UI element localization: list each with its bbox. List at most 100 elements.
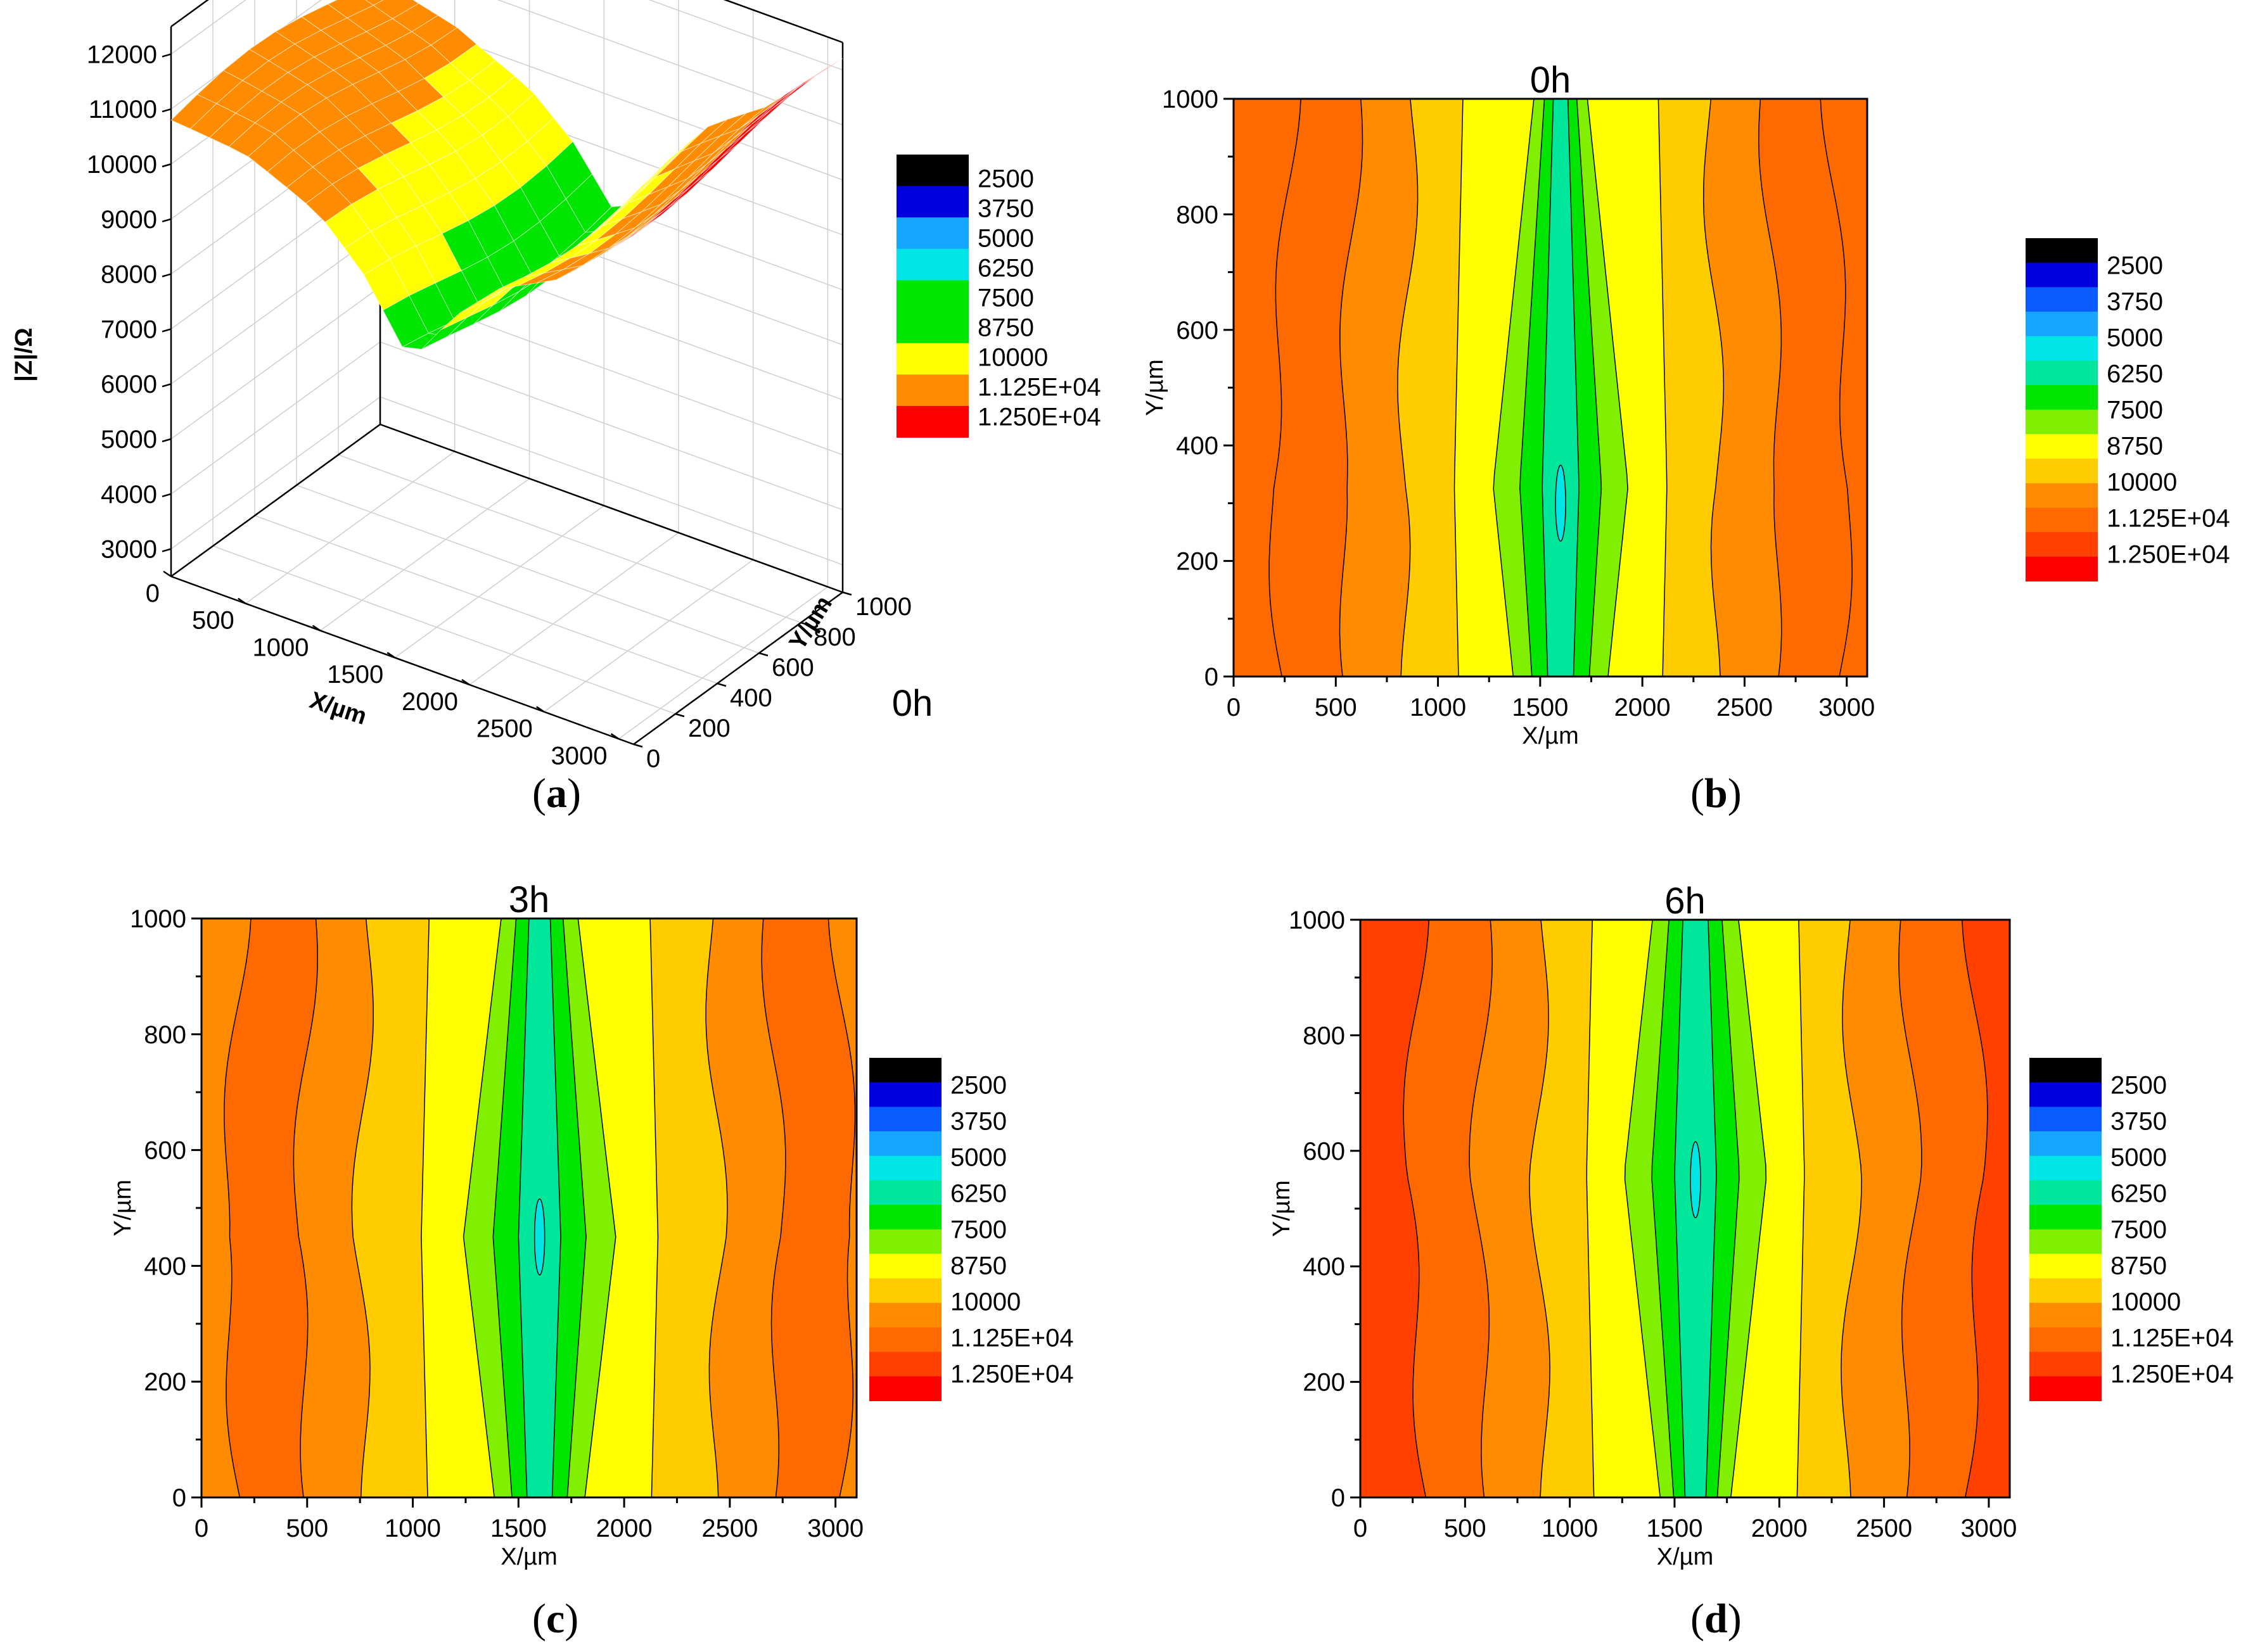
y-tick-label: 400 xyxy=(1176,432,1218,460)
legend-label: 7500 xyxy=(950,1216,1007,1244)
legend-swatch xyxy=(869,1180,942,1205)
panel-b: 0 500 1000 1500 2000 2500 3000 0 200 400 600 800 100… xyxy=(1121,0,2241,823)
legend-swatch xyxy=(869,1254,942,1279)
legend-label: 1.125E+04 xyxy=(2107,505,2230,533)
legend-swatch xyxy=(869,1107,942,1132)
legend-label: 8750 xyxy=(2107,433,2163,461)
legend-swatch xyxy=(2026,434,2098,459)
legend-label: 5000 xyxy=(2110,1144,2167,1172)
legend-swatch xyxy=(2026,483,2098,508)
legend-label: 10000 xyxy=(2110,1288,2181,1316)
floor-grid-line xyxy=(618,586,828,740)
legend-label: 5000 xyxy=(2107,324,2163,352)
legend-swatch xyxy=(2029,1107,2102,1132)
y-tick-label: 0 xyxy=(1331,1484,1345,1512)
x-axis-label: X/µm xyxy=(1657,1544,1713,1570)
y-tick-label: 1000 xyxy=(1289,906,1345,934)
x-tick-label: 0 xyxy=(195,1515,208,1542)
y-tick-label: 800 xyxy=(1176,201,1218,229)
x-tick-label: 3000 xyxy=(1960,1515,2017,1542)
z-tick-mark xyxy=(162,218,172,223)
floor-grid-line xyxy=(394,505,604,658)
x-tick-label: 500 xyxy=(1444,1515,1486,1542)
plot-title: 0h xyxy=(1530,60,1571,101)
legend-swatch xyxy=(897,155,969,187)
y-tick-mark xyxy=(717,682,727,687)
contour-minimum xyxy=(533,1198,546,1276)
y-tick-label: 800 xyxy=(814,623,856,651)
x-tick-label: 500 xyxy=(192,607,234,635)
legend-label: 1.125E+04 xyxy=(950,1325,1074,1352)
legend-label: 3750 xyxy=(978,195,1034,223)
legend-label: 3750 xyxy=(950,1108,1007,1136)
wall-grid-line xyxy=(380,396,843,566)
panel-c: 0 500 1000 1500 2000 2500 3000 0 200 400 600 800 100… xyxy=(0,823,1121,1652)
legend-swatch xyxy=(2029,1229,2102,1254)
panel-letter-b: (b) xyxy=(1690,770,1742,816)
legend-swatch xyxy=(2026,459,2098,484)
legend-label: 10000 xyxy=(978,344,1048,372)
x-tick-label: 1500 xyxy=(490,1515,547,1542)
legend-swatch xyxy=(2026,238,2098,264)
y-tick-label: 0 xyxy=(172,1484,186,1512)
legend-swatch xyxy=(869,1376,942,1401)
z-tick-mark xyxy=(162,163,172,168)
floor-grid-line xyxy=(320,478,530,632)
legend-label: 6250 xyxy=(978,255,1034,283)
legend-label: 3750 xyxy=(2110,1108,2167,1136)
legend-swatch xyxy=(2026,385,2098,410)
z-tick-label: 6000 xyxy=(101,371,157,398)
y-tick-mark xyxy=(675,713,685,718)
contour-plot-3h: 0 500 1000 1500 2000 2500 3000 0 200 400 600 800 100… xyxy=(110,879,1074,1570)
x-tick-mark xyxy=(163,570,172,578)
y-tick-label: 600 xyxy=(772,654,814,682)
y-tick-label: 800 xyxy=(1303,1022,1345,1050)
x-tick-label: 1000 xyxy=(252,633,309,661)
x-tick-mark xyxy=(312,625,321,632)
z-tick-label: 10000 xyxy=(87,151,157,179)
plot-title: 3h xyxy=(509,879,550,920)
wall-grid-line xyxy=(648,0,843,71)
legend-swatch xyxy=(2029,1254,2102,1279)
y-axis-label: Y/µm xyxy=(1142,359,1168,416)
panel-letter-a: (a) xyxy=(532,770,581,816)
contour-minimum xyxy=(1690,1141,1701,1219)
wall-grid-line xyxy=(170,286,381,440)
y-tick-label: 800 xyxy=(144,1021,186,1049)
legend-swatch xyxy=(869,1205,942,1230)
legend-label: 6250 xyxy=(950,1180,1007,1208)
legend-swatch xyxy=(897,217,969,250)
legend-swatch xyxy=(2026,312,2098,337)
x-tick-label: 1000 xyxy=(1410,694,1466,721)
x-tick-label: 1000 xyxy=(385,1515,441,1542)
legend-label: 1.125E+04 xyxy=(978,374,1101,402)
y-tick-label: 400 xyxy=(144,1252,186,1280)
x-tick-label: 1500 xyxy=(1646,1515,1702,1542)
x-tick-label: 3000 xyxy=(1818,694,1875,721)
legend-swatch xyxy=(2029,1352,2102,1377)
axis-line xyxy=(170,0,209,28)
axis-line xyxy=(723,0,843,44)
z-tick-mark xyxy=(162,328,172,333)
legend-swatch xyxy=(869,1058,942,1083)
legend-swatch xyxy=(869,1131,942,1157)
legend-label: 6250 xyxy=(2107,360,2163,388)
x-tick-label: 0 xyxy=(146,580,160,607)
x-tick-label: 2000 xyxy=(1751,1515,1808,1542)
y-tick-label: 200 xyxy=(1176,548,1218,576)
legend-swatch xyxy=(897,405,969,438)
y-tick-label: 400 xyxy=(730,684,772,712)
x-tick-label: 1000 xyxy=(1542,1515,1598,1542)
x-tick-label: 500 xyxy=(286,1515,328,1542)
x-tick-label: 3000 xyxy=(551,742,607,770)
x-tick-label: 2000 xyxy=(402,688,458,716)
x-tick-label: 2500 xyxy=(701,1515,758,1542)
legend-swatch xyxy=(897,280,969,312)
z-tick-label: 12000 xyxy=(87,41,157,68)
z-tick-label: 3000 xyxy=(101,536,157,564)
legend-label: 1.250E+04 xyxy=(2107,541,2230,569)
legend-swatch xyxy=(2029,1180,2102,1205)
legend-swatch xyxy=(2026,287,2098,312)
surface-plot-0h: 3000400050006000700080009000100001100012… xyxy=(11,0,1101,773)
legend-label: 10000 xyxy=(950,1288,1021,1316)
